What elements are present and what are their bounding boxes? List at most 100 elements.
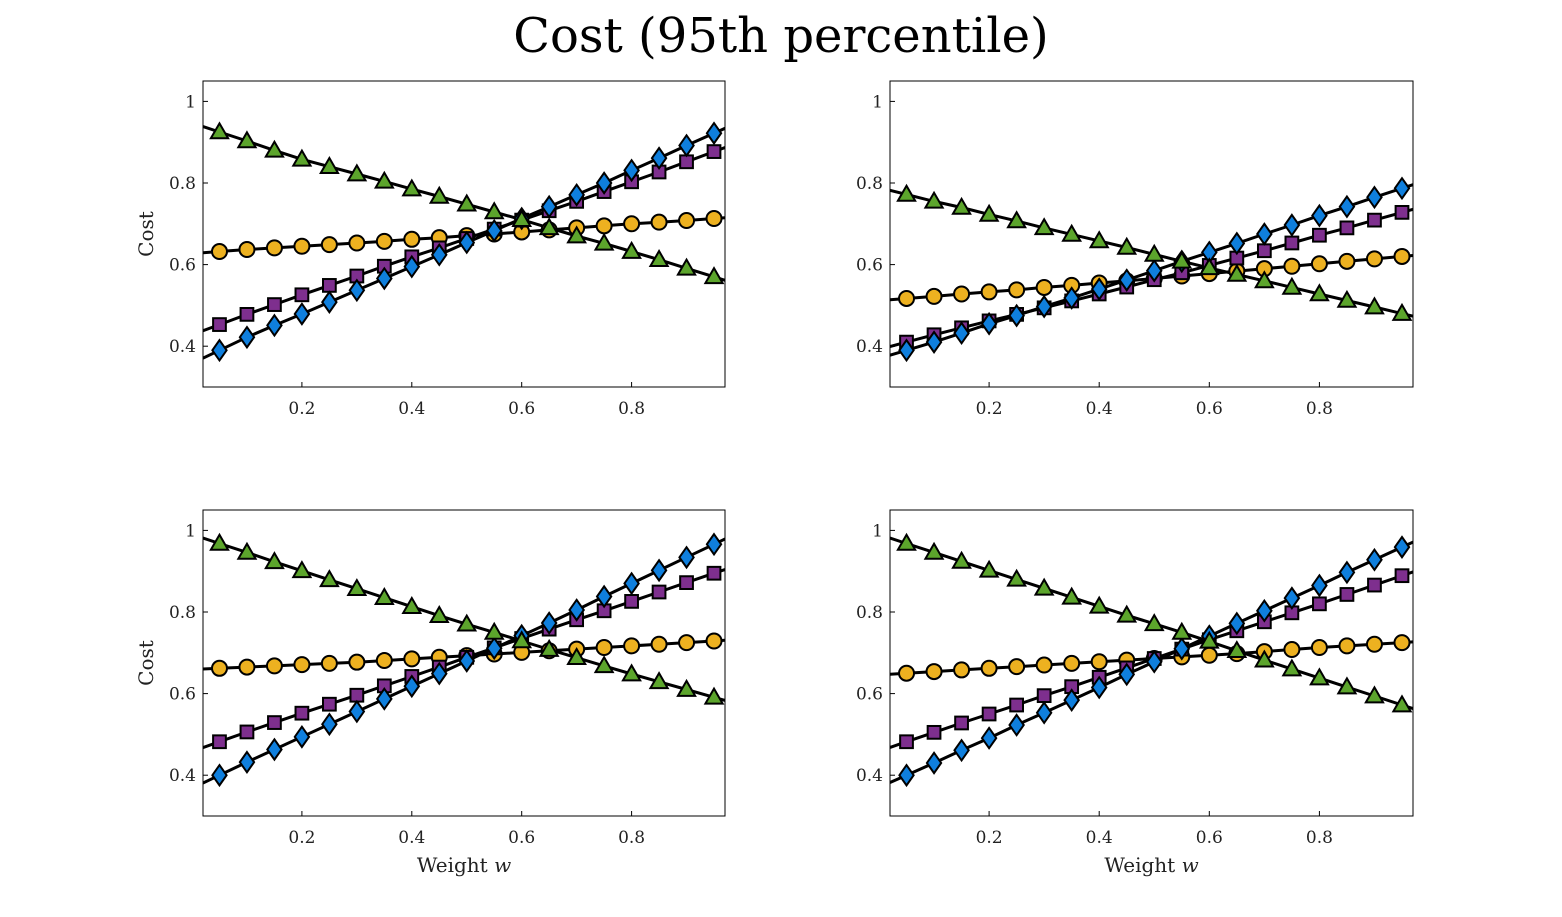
data-point-triangle xyxy=(346,578,368,597)
data-point-triangle xyxy=(401,596,423,614)
data-point-circle xyxy=(953,285,971,303)
data-point-diamond xyxy=(1338,194,1356,219)
data-point-circle xyxy=(210,659,228,677)
data-point-circle xyxy=(650,213,668,231)
data-point-circle xyxy=(348,234,366,252)
data-point-triangle xyxy=(896,183,917,202)
plot-frame xyxy=(889,509,1414,817)
data-point-square xyxy=(1367,577,1382,593)
data-point-diamond xyxy=(266,313,283,338)
data-point-diamond xyxy=(1338,560,1356,585)
data-point-circle xyxy=(1338,637,1356,655)
data-point-circle xyxy=(925,663,943,681)
x-axis-label: Weight w xyxy=(417,853,511,877)
data-point-diamond xyxy=(403,254,421,279)
data-point-diamond xyxy=(348,699,366,724)
data-point-triangle xyxy=(428,185,450,204)
data-point-diamond xyxy=(293,302,311,326)
data-point-diamond xyxy=(1090,675,1108,700)
data-point-triangle xyxy=(291,148,313,167)
data-point-triangle xyxy=(1116,236,1138,255)
data-point-square xyxy=(706,144,722,159)
data-point-circle xyxy=(1365,635,1383,653)
data-point-circle xyxy=(1310,255,1328,273)
plot-frame xyxy=(202,509,726,817)
x-tick-label: 0.8 xyxy=(618,399,645,419)
y-tick-label: 1 xyxy=(185,92,196,112)
y-tick-label: 0.8 xyxy=(169,603,196,623)
data-point-diamond xyxy=(1366,547,1383,572)
data-point-triangle xyxy=(401,178,423,197)
data-point-triangle xyxy=(483,621,505,640)
data-point-circle xyxy=(403,230,421,248)
data-point-circle xyxy=(1393,634,1411,652)
data-point-triangle xyxy=(236,130,258,149)
data-point-triangle xyxy=(1088,230,1110,249)
data-point-diamond xyxy=(898,338,915,363)
data-point-circle xyxy=(980,283,998,301)
data-point-triangle xyxy=(1006,568,1027,587)
data-point-triangle xyxy=(511,630,533,649)
data-point-diamond xyxy=(1090,277,1108,301)
data-point-circle xyxy=(320,236,338,254)
data-point-circle xyxy=(375,652,393,670)
data-point-triangle xyxy=(209,121,230,140)
data-point-triangle xyxy=(1364,296,1385,315)
data-point-diamond xyxy=(1393,176,1411,201)
data-point-square xyxy=(294,287,310,303)
data-point-diamond xyxy=(1311,203,1328,228)
series-markers-triangle xyxy=(896,183,1413,321)
subplot-bottom-left: 0.2 0.4 0.6 0.8 0.4 0.6 0.8 1 Cost Weight w xyxy=(134,509,726,877)
series-markers-triangle xyxy=(209,532,725,705)
subplot-top-right: 0.2 0.4 0.6 0.8 0.4 0.6 0.8 1 xyxy=(856,80,1414,419)
data-point-diamond xyxy=(485,636,503,661)
data-point-square xyxy=(899,734,914,750)
x-tick-label: 0.8 xyxy=(1306,828,1333,848)
y-tick-label: 0.6 xyxy=(169,256,196,276)
series-markers-diamond xyxy=(211,121,723,363)
data-point-triangle xyxy=(209,532,230,551)
data-point-square xyxy=(267,297,282,312)
data-point-triangle xyxy=(648,671,670,690)
data-point-triangle xyxy=(1198,257,1220,276)
data-point-diamond xyxy=(1366,185,1383,210)
data-point-triangle xyxy=(456,193,478,212)
data-point-square xyxy=(1394,205,1410,220)
data-point-square xyxy=(954,715,969,731)
data-point-square xyxy=(1312,227,1327,243)
data-point-diamond xyxy=(403,674,421,699)
data-point-diamond xyxy=(1118,268,1136,292)
data-point-triangle xyxy=(978,559,1000,578)
data-point-square xyxy=(1339,220,1355,236)
y-axis-label: Cost xyxy=(134,211,158,257)
data-point-triangle xyxy=(1006,210,1027,229)
data-point-triangle xyxy=(319,569,340,588)
y-tick-label: 0.4 xyxy=(169,766,196,786)
data-point-square xyxy=(981,706,997,722)
data-point-circle xyxy=(265,657,283,675)
data-point-circle xyxy=(1008,658,1026,676)
figure-title: Cost (95th percentile) xyxy=(513,8,1048,64)
data-point-triangle xyxy=(621,240,642,259)
data-point-diamond xyxy=(540,194,558,219)
subplot-bottom-right: 0.2 0.4 0.6 0.8 0.4 0.6 0.8 1 Weight w xyxy=(856,509,1414,877)
data-point-square xyxy=(322,696,337,712)
data-point-square xyxy=(1367,212,1382,228)
data-point-circle xyxy=(898,664,916,682)
data-point-triangle xyxy=(538,217,560,236)
data-point-triangle xyxy=(1391,302,1413,321)
data-point-diamond xyxy=(1145,258,1163,283)
data-point-triangle xyxy=(1254,270,1275,289)
data-point-circle xyxy=(1008,281,1026,299)
data-point-circle xyxy=(265,239,283,257)
data-point-triangle xyxy=(428,605,450,623)
data-point-triangle xyxy=(1033,217,1055,236)
data-point-circle xyxy=(320,654,338,672)
data-point-diamond xyxy=(430,242,448,267)
series-markers-diamond xyxy=(898,176,1411,363)
data-point-triangle xyxy=(1309,667,1330,686)
data-point-triangle xyxy=(1254,649,1275,668)
data-point-triangle xyxy=(264,551,285,570)
data-point-diamond xyxy=(266,737,283,762)
plot-frame xyxy=(889,80,1414,388)
